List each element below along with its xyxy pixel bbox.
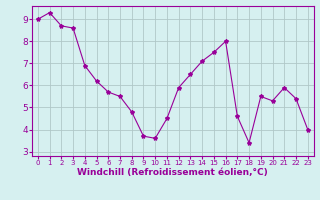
X-axis label: Windchill (Refroidissement éolien,°C): Windchill (Refroidissement éolien,°C) (77, 168, 268, 177)
